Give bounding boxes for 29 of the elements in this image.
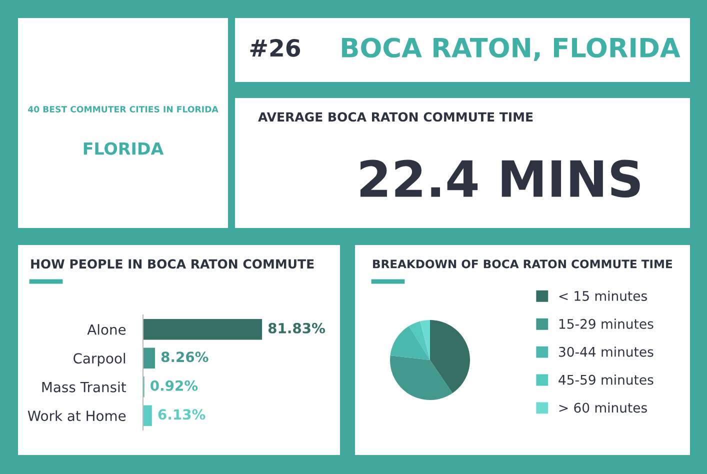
pie-slice [430,320,470,394]
text: BREAKDOWN OF BOCA RATON COMMUTE TIME [373,260,672,268]
bar [143,319,262,340]
legend-label: < 15 minutes [559,290,647,301]
legend-label: > 60 minutes [559,402,647,413]
data-label: 81.83% [268,322,326,334]
chart-title: HOW PEOPLE IN BOCA RATON COMMUTE [31,259,314,269]
text: FLORIDA [84,142,164,155]
data-label: 0.92% [150,380,198,391]
pie-slice [390,355,452,400]
text: #26 [250,38,300,57]
data-label: 8.26% [161,352,208,362]
y-tick-label: Alone [87,324,126,335]
text: BOCA RATON, FLORIDA [342,38,680,62]
bar [143,348,156,368]
y-tick-label: Work at Home [28,410,126,422]
legend-label: 15-29 minutes [559,318,654,329]
pie-slice [420,320,430,360]
y-tick-label: Carpool [74,352,126,366]
text: AVERAGE BOCA RATON COMMUTE TIME [258,112,533,122]
pie-slice [390,326,430,360]
text: 22.4 MINS [360,160,640,198]
pie-slice [408,321,430,360]
y-tick-label: Mass Transit [42,382,126,392]
legend-label: 30-44 minutes [558,346,654,357]
bar [143,405,152,426]
legend-label: 45-59 minutes [558,374,654,385]
data-label: 6.13% [158,409,206,420]
text: 40 BEST COMMUTER CITIES IN FLORIDA [28,106,218,112]
